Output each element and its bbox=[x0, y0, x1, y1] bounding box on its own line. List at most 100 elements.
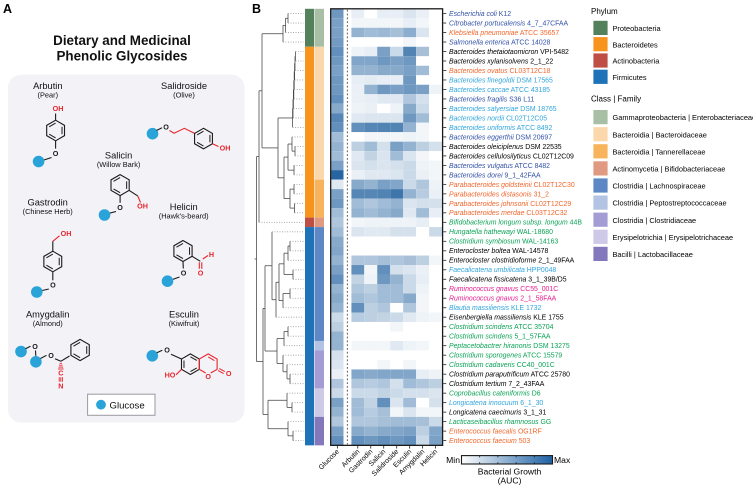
svg-text:Clostridia | Lachnospiraceae: Clostridia | Lachnospiraceae bbox=[613, 182, 706, 191]
svg-text:Clostridium cadaveris CC40_001: Clostridium cadaveris CC40_001C bbox=[449, 362, 555, 369]
svg-text:Phenolic Glycosides: Phenolic Glycosides bbox=[57, 49, 188, 64]
svg-text:Longicatena innocuum 6_1_30: Longicatena innocuum 6_1_30 bbox=[449, 400, 543, 407]
svg-text:(Willow Bark): (Willow Bark) bbox=[97, 160, 141, 169]
svg-text:(AUC): (AUC) bbox=[498, 476, 522, 485]
svg-text:Citrobacter portucalensis 4_7_: Citrobacter portucalensis 4_7_47CFAA bbox=[449, 20, 569, 27]
svg-text:O: O bbox=[163, 123, 169, 132]
svg-text:Glucose: Glucose bbox=[110, 400, 145, 411]
svg-text:Clostridium sporogenes ATCC 15: Clostridium sporogenes ATCC 15579 bbox=[449, 353, 562, 360]
svg-text:OH: OH bbox=[61, 229, 72, 238]
svg-text:Erysipelotrichia | Erysipelotr: Erysipelotrichia | Erysipelotrichaceae bbox=[613, 233, 734, 242]
svg-text:Klebsiella pneumoniae ATCC 356: Klebsiella pneumoniae ATCC 35657 bbox=[449, 30, 559, 37]
svg-text:Bacteroidetes: Bacteroidetes bbox=[613, 40, 658, 49]
svg-text:OH: OH bbox=[137, 202, 148, 211]
svg-text:(Hawk's-beard): (Hawk's-beard) bbox=[159, 212, 209, 221]
svg-text:OH: OH bbox=[220, 144, 231, 153]
svg-text:Clostridia | Peptostreptococca: Clostridia | Peptostreptococcaceae bbox=[613, 199, 727, 208]
svg-text:(Almond): (Almond) bbox=[33, 319, 63, 328]
svg-text:Amygdalin: Amygdalin bbox=[26, 310, 69, 320]
svg-text:O: O bbox=[32, 342, 38, 351]
svg-text:Ruminococcus gnavus 2_1_58FAA: Ruminococcus gnavus 2_1_58FAA bbox=[449, 296, 557, 303]
svg-text:B: B bbox=[252, 2, 261, 16]
svg-text:Bacteroides uniformis ATCC 849: Bacteroides uniformis ATCC 8492 bbox=[449, 125, 552, 132]
svg-text:Salidroside: Salidroside bbox=[161, 81, 207, 91]
svg-text:Enterocloster clostridioforme: Enterocloster clostridioforme 2_1_49FAA bbox=[449, 258, 575, 265]
svg-text:Blautia massiliensis KLE 1732: Blautia massiliensis KLE 1732 bbox=[449, 305, 541, 312]
svg-text:A: A bbox=[3, 2, 12, 16]
svg-text:Bacteroidia | Tannerellaceae: Bacteroidia | Tannerellaceae bbox=[613, 147, 706, 156]
svg-text:O: O bbox=[226, 369, 232, 378]
svg-text:OH: OH bbox=[53, 104, 64, 113]
svg-text:(Pear): (Pear) bbox=[38, 91, 59, 100]
svg-text:Class | Family: Class | Family bbox=[591, 95, 641, 104]
svg-text:Firmicutes: Firmicutes bbox=[613, 73, 647, 82]
svg-text:Salmonella enterica ATCC 14028: Salmonella enterica ATCC 14028 bbox=[449, 39, 551, 46]
svg-text:Bifidobacterium longum subsp.: Bifidobacterium longum subsp. longum 44B bbox=[449, 220, 582, 227]
svg-text:Clostridium tertium 7_2_43FAA: Clostridium tertium 7_2_43FAA bbox=[449, 381, 545, 388]
svg-text:Clostridium scindens ATCC 3570: Clostridium scindens ATCC 35704 bbox=[449, 324, 554, 331]
svg-text:Coprobacillus cateniformis D6: Coprobacillus cateniformis D6 bbox=[449, 391, 541, 398]
svg-text:Gammaproteobacteria | Enteroba: Gammaproteobacteria | Enterobacteriaceae bbox=[613, 113, 753, 122]
svg-text:Helicin: Helicin bbox=[170, 202, 198, 212]
svg-text:Dietary and Medicinal: Dietary and Medicinal bbox=[53, 33, 191, 48]
svg-text:Bacterial Growth: Bacterial Growth bbox=[478, 467, 542, 477]
svg-text:Peptacetobactrer hiranonis DSM: Peptacetobactrer hiranonis DSM 13275 bbox=[449, 343, 570, 350]
svg-text:Parabacteroides goldsteinii CL: Parabacteroides goldsteinii CL02T12C30 bbox=[449, 182, 575, 189]
svg-text:Enterococcus faecalis OG1RF: Enterococcus faecalis OG1RF bbox=[449, 429, 542, 436]
svg-text:Bacteroides fragilis S36 L11: Bacteroides fragilis S36 L11 bbox=[449, 96, 534, 103]
svg-text:Bacteroidia | Bacteroidaceae: Bacteroidia | Bacteroidaceae bbox=[613, 130, 707, 139]
svg-text:Bacteroides salyersiae DSM 187: Bacteroides salyersiae DSM 18765 bbox=[449, 106, 557, 113]
svg-text:Bacilli | Lactobacillaceae: Bacilli | Lactobacillaceae bbox=[613, 250, 693, 259]
svg-text:Parabacteroides distasonis 31_: Parabacteroides distasonis 31_2 bbox=[449, 191, 549, 198]
svg-text:Clostridia | Clostridiaceae: Clostridia | Clostridiaceae bbox=[613, 216, 697, 225]
svg-text:Arbutin: Arbutin bbox=[33, 81, 62, 91]
svg-text:Bacteroides cellulosilyticus C: Bacteroides cellulosilyticus CL02T12C09 bbox=[449, 153, 574, 160]
svg-text:O: O bbox=[198, 269, 204, 278]
svg-text:(Chinese Herb): (Chinese Herb) bbox=[23, 207, 73, 216]
svg-text:Bacteroides ovatus CL03T12C18: Bacteroides ovatus CL03T12C18 bbox=[449, 68, 551, 75]
svg-text:H: H bbox=[209, 250, 214, 259]
svg-text:C: C bbox=[58, 369, 63, 378]
svg-text:Enterococcus faecium 503: Enterococcus faecium 503 bbox=[449, 438, 530, 445]
svg-text:Enterocloster boltea WAL-14578: Enterocloster boltea WAL-14578 bbox=[449, 248, 549, 255]
svg-text:Hungatella hathewayi WAL-18680: Hungatella hathewayi WAL-18680 bbox=[449, 229, 553, 236]
svg-text:O: O bbox=[181, 269, 187, 278]
svg-text:Faecalicatena fissicatena 3_1_: Faecalicatena fissicatena 3_1_39B/D5 bbox=[449, 277, 567, 284]
svg-text:Esculin: Esculin bbox=[169, 310, 199, 320]
svg-text:Phylum: Phylum bbox=[591, 7, 618, 16]
svg-text:O: O bbox=[50, 281, 56, 290]
svg-text:Clostridium paraputrificum ATC: Clostridium paraputrificum ATCC 25780 bbox=[449, 372, 570, 379]
svg-text:Clostridium scindens 5_1_57FAA: Clostridium scindens 5_1_57FAA bbox=[449, 334, 551, 341]
svg-text:N: N bbox=[58, 382, 63, 391]
svg-text:Parabacteroides merdae CL03T12: Parabacteroides merdae CL03T12C32 bbox=[449, 210, 568, 217]
svg-text:O: O bbox=[117, 203, 123, 212]
svg-text:Actinomycetia | Bifidobacteria: Actinomycetia | Bifidobacteriaceae bbox=[613, 165, 726, 174]
svg-text:Bacteroides thetaiotaomicron V: Bacteroides thetaiotaomicron VPI-5482 bbox=[449, 49, 569, 56]
svg-text:Min: Min bbox=[446, 455, 460, 465]
svg-text:Salicin: Salicin bbox=[105, 151, 132, 161]
svg-text:O: O bbox=[53, 149, 59, 158]
svg-text:Max: Max bbox=[554, 455, 571, 465]
svg-text:Eisenbergiella massiliensis KL: Eisenbergiella massiliensis KLE 1755 bbox=[449, 315, 564, 322]
svg-text:Bacteroides vulgatus ATCC 8482: Bacteroides vulgatus ATCC 8482 bbox=[449, 163, 550, 170]
svg-text:O: O bbox=[164, 345, 170, 354]
svg-text:O: O bbox=[48, 351, 54, 360]
svg-text:Bacteroides eggerthii DSM 2069: Bacteroides eggerthii DSM 20697 bbox=[449, 134, 552, 141]
svg-text:Ruminococcus gnavus CC55_001C: Ruminococcus gnavus CC55_001C bbox=[449, 286, 558, 293]
svg-text:Faecalicatena umbilicata HPP00: Faecalicatena umbilicata HPP0048 bbox=[449, 267, 556, 274]
svg-text:Actinobacteria: Actinobacteria bbox=[613, 57, 661, 66]
svg-text:Longicatena caecimuris 3_1_31: Longicatena caecimuris 3_1_31 bbox=[449, 410, 546, 417]
svg-text:Parabacteroides johnsonii CL02: Parabacteroides johnsonii CL02T12C29 bbox=[449, 201, 571, 208]
svg-text:Bacteroides dorei 9_1_42FAA: Bacteroides dorei 9_1_42FAA bbox=[449, 172, 541, 179]
svg-text:O: O bbox=[205, 372, 211, 381]
svg-text:Bacteroides finegoldii DSM 175: Bacteroides finegoldii DSM 17565 bbox=[449, 77, 553, 84]
svg-text:Bacteroides nordii CL02T12C05: Bacteroides nordii CL02T12C05 bbox=[449, 115, 547, 122]
svg-text:HO: HO bbox=[165, 371, 176, 380]
svg-text:Bacteroides caccae ATCC 43185: Bacteroides caccae ATCC 43185 bbox=[449, 87, 550, 94]
svg-text:(Kiwifruit): (Kiwifruit) bbox=[169, 319, 200, 328]
svg-text:Escherichia coli K12: Escherichia coli K12 bbox=[449, 11, 511, 18]
svg-text:Clostridium symbiosum WAL-1416: Clostridium symbiosum WAL-14163 bbox=[449, 239, 558, 246]
svg-text:Bacteroides xylanisolvens 2_1_: Bacteroides xylanisolvens 2_1_22 bbox=[449, 58, 553, 65]
svg-text:Lacticaseibacillus rhamnosus G: Lacticaseibacillus rhamnosus GG bbox=[449, 419, 551, 426]
svg-text:(Olive): (Olive) bbox=[173, 91, 195, 100]
